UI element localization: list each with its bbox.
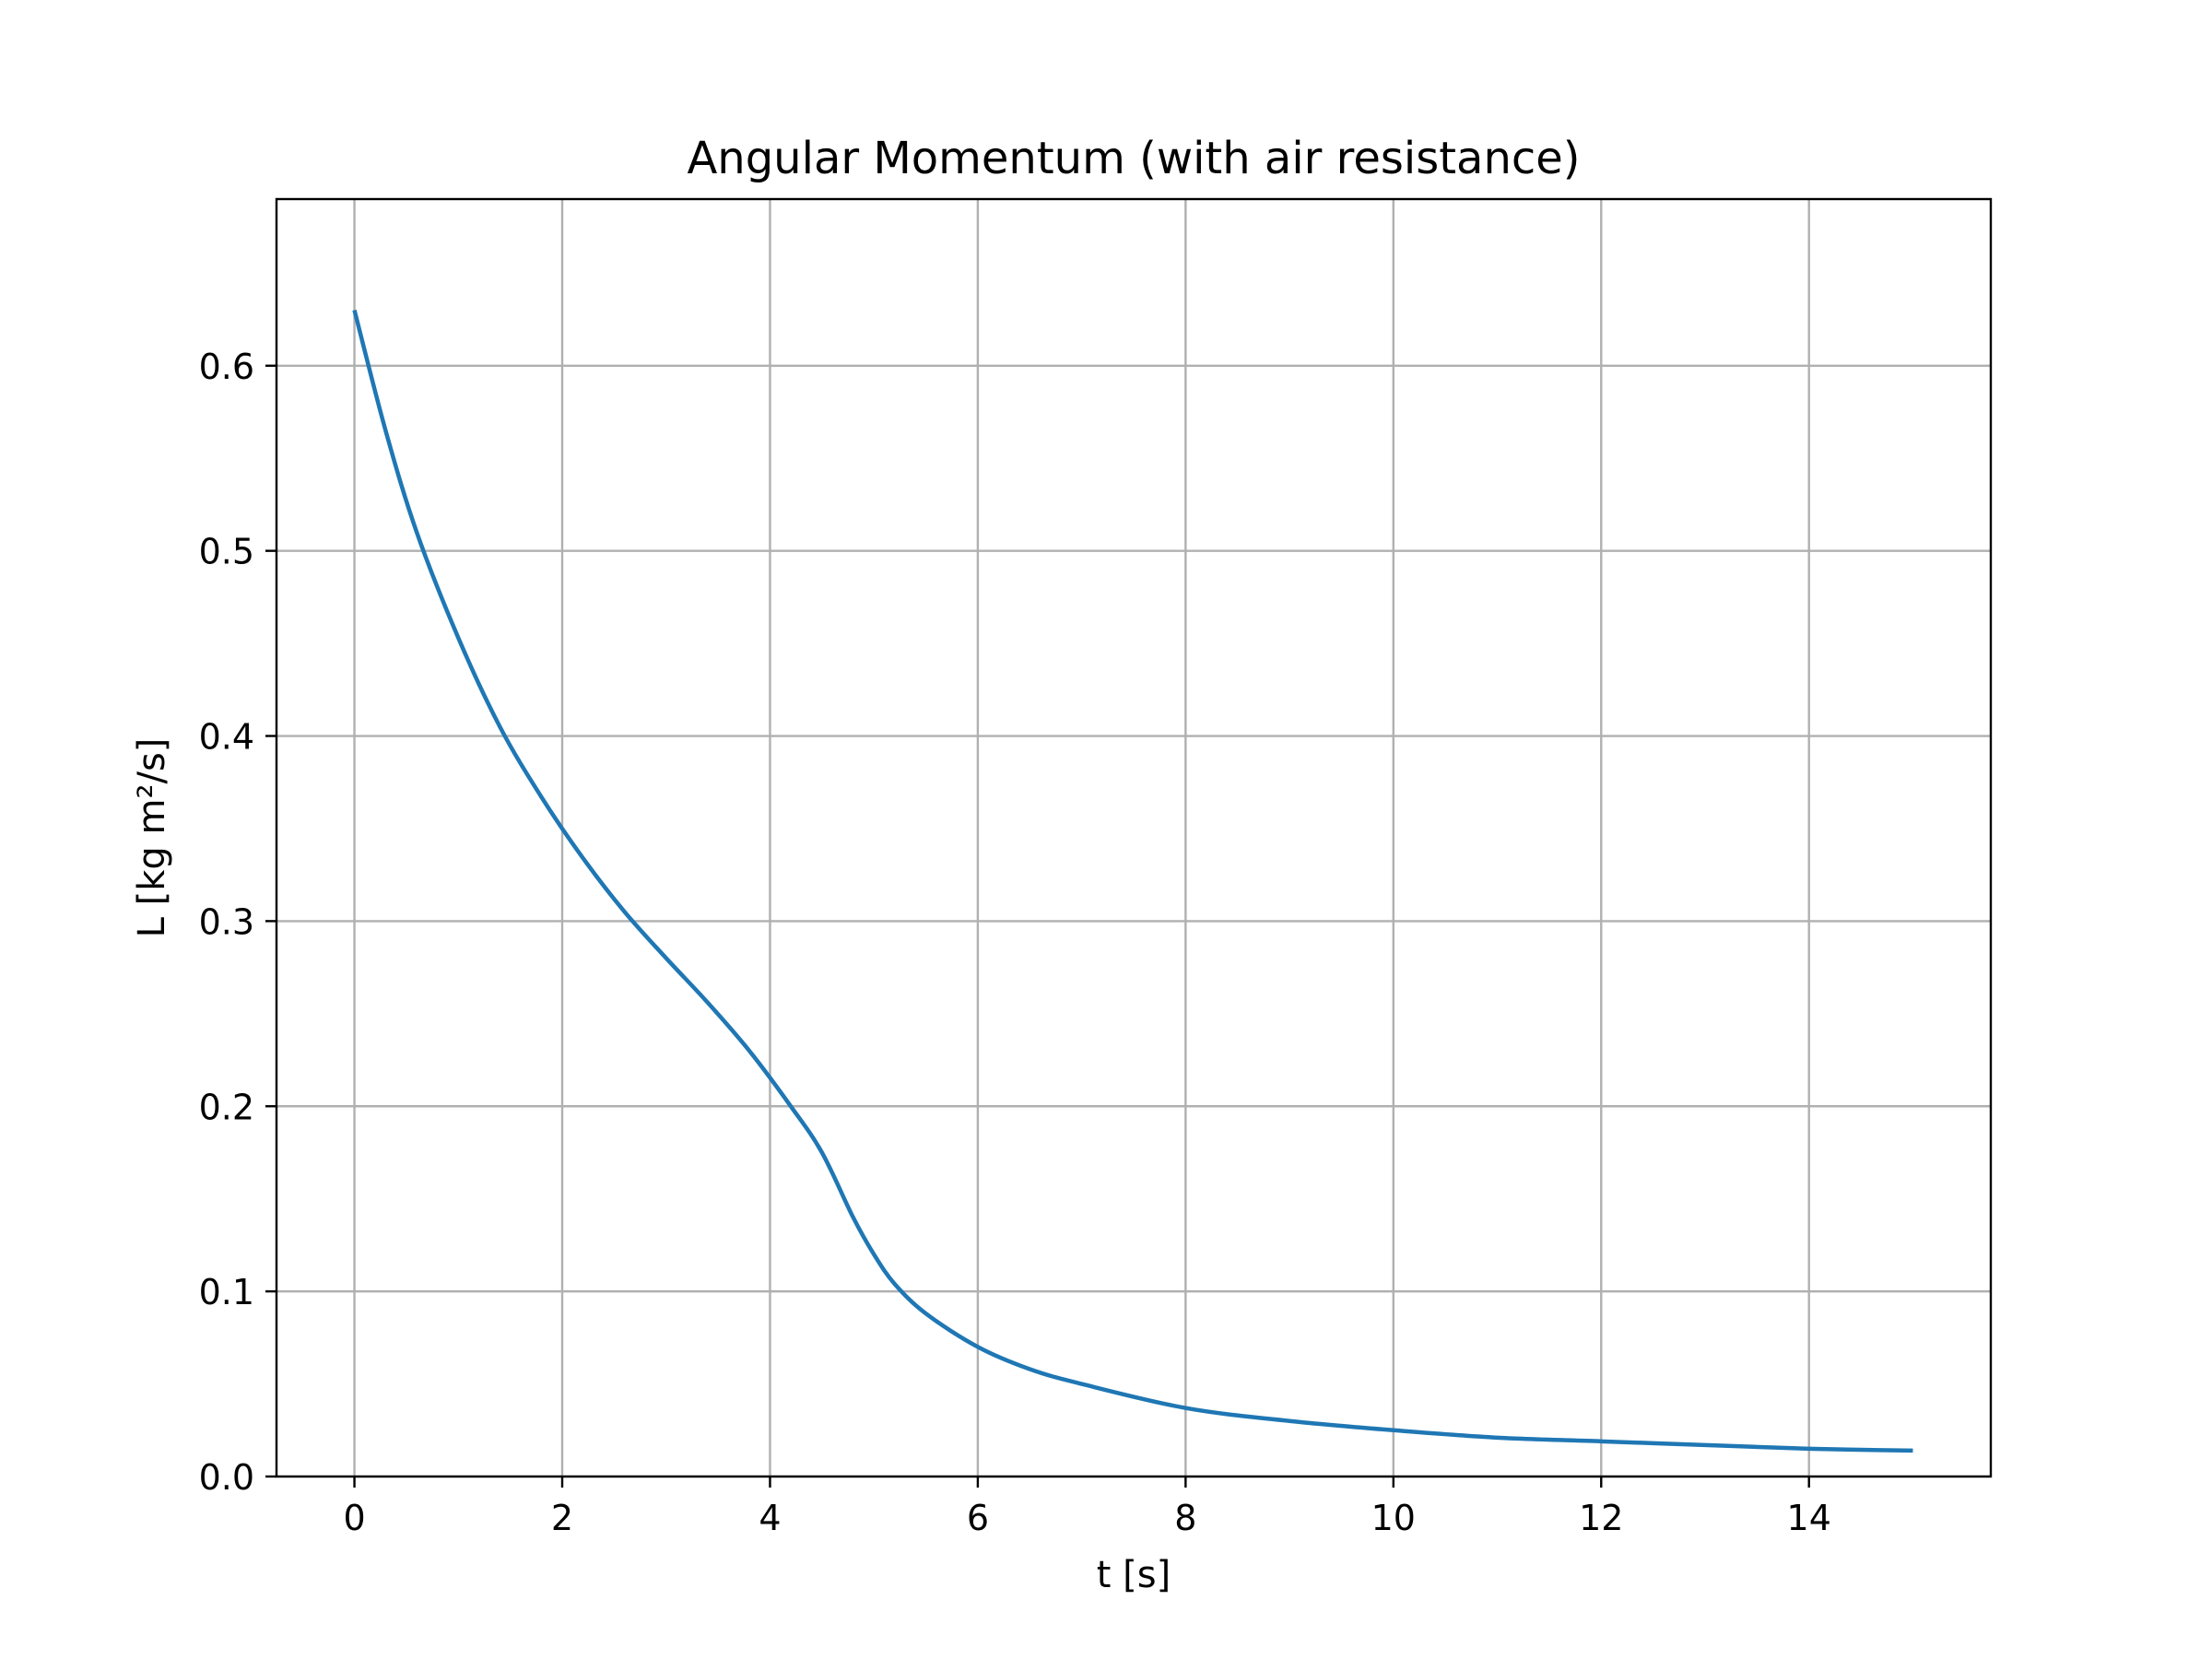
y-tick-label: 0.0 [199,1457,254,1498]
x-tick-label: 8 [1174,1498,1196,1538]
series-line [352,309,1913,1453]
axis-ticks: 0 2 4 6 8 10 12 14 0.0 0.1 0.2 0.3 0.4 0.5 0.6 [199,347,1831,1538]
y-tick-label: 0.6 [199,347,254,387]
series-layer [352,309,1913,1453]
y-tick-label: 0.1 [199,1272,254,1312]
y-tick-label: 0.4 [199,717,254,758]
y-tick-label: 0.2 [199,1087,254,1127]
x-tick-label: 2 [551,1498,573,1538]
x-tick-label: 12 [1579,1498,1623,1538]
chart-title: Angular Momentum (with air resistance) [687,133,1580,184]
y-axis-label: L [kg m²/s] [131,738,173,938]
y-tick-label: 0.5 [199,532,254,572]
y-tick-label: 0.3 [199,901,254,942]
x-axis-label: t [s] [1097,1554,1171,1596]
grid-lines [276,199,1991,1478]
plot-frame [275,197,1993,1478]
x-tick-label: 6 [967,1498,989,1538]
x-tick-label: 10 [1371,1498,1416,1538]
x-tick-label: 4 [759,1498,781,1538]
x-tick-label: 14 [1787,1498,1831,1538]
x-tick-label: 0 [343,1498,365,1538]
